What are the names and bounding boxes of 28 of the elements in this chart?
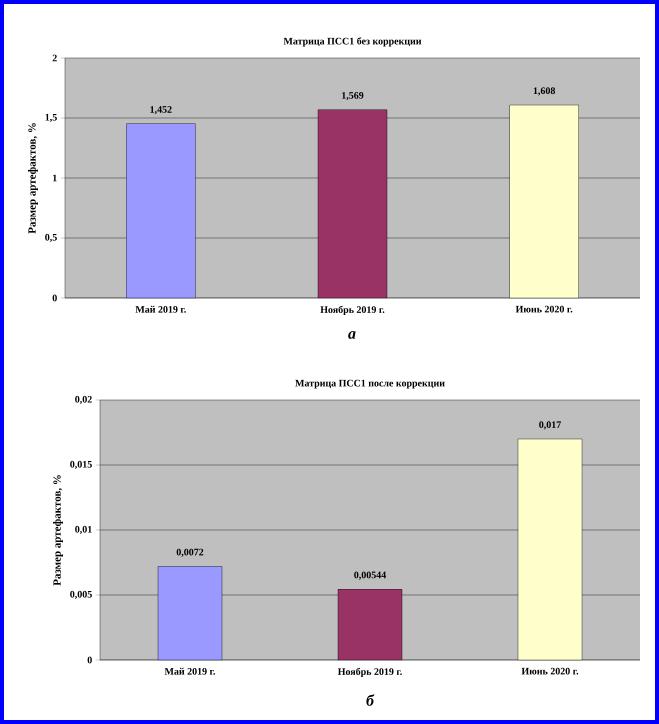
data-label: 1,452 <box>150 106 172 114</box>
text: а <box>348 331 356 339</box>
y-tick-label: 1 <box>53 174 57 182</box>
y-tick-label: 0,01 <box>75 526 92 534</box>
y-tick-label: 0,005 <box>70 590 92 600</box>
y-tick-label: 2 <box>52 54 57 62</box>
text: б <box>366 694 375 706</box>
chart-title: Матрица ПСС1 после коррекции <box>295 380 445 389</box>
data-label: 0,00544 <box>354 572 386 580</box>
data-label: 0,017 <box>539 421 561 430</box>
x-tick-label: Июнь 2020 г. <box>522 668 578 675</box>
y-axis-title: Размер артефактов, % <box>28 123 38 234</box>
data-label: 1,608 <box>534 87 556 96</box>
data-label: 0,0072 <box>176 548 204 557</box>
x-tick-label: Июнь 2020 г. <box>516 306 572 313</box>
y-tick-label: 0,015 <box>70 460 92 470</box>
y-tick-label: 0,5 <box>45 234 57 242</box>
y-tick-label: 1,5 <box>46 114 57 122</box>
y-tick-label: 0 <box>88 656 92 664</box>
chart-title: Матрица ПСС1 без коррекции <box>284 37 422 46</box>
x-tick-label: Ноябрь 2019 г. <box>338 668 402 678</box>
data-label: 1,569 <box>342 92 364 100</box>
y-tick-label: 0,02 <box>75 396 92 404</box>
x-tick-label: Май 2019 г. <box>136 306 186 313</box>
y-tick-label: 0 <box>52 294 57 302</box>
x-tick-label: Май 2019 г. <box>164 668 216 675</box>
x-tick-label: Ноябрь 2019 г. <box>320 306 384 316</box>
y-axis-title: Размер артефактов, % <box>53 475 63 586</box>
